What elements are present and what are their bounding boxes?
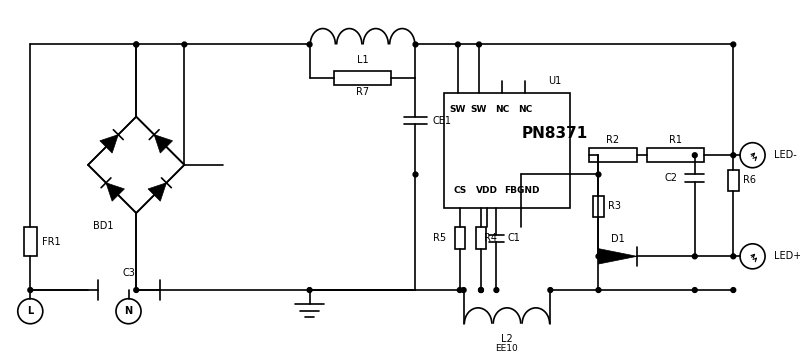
Circle shape [134, 42, 138, 47]
Bar [23, 228, 37, 256]
Polygon shape [154, 135, 173, 153]
Text: FR1: FR1 [42, 237, 61, 247]
Circle shape [731, 254, 736, 259]
Circle shape [458, 288, 462, 292]
Circle shape [692, 153, 697, 158]
Circle shape [478, 288, 483, 292]
Circle shape [731, 153, 736, 158]
Text: EE10: EE10 [496, 344, 518, 353]
Bar [476, 228, 486, 249]
Circle shape [596, 288, 601, 292]
Polygon shape [148, 183, 166, 201]
Text: CE1: CE1 [433, 116, 452, 126]
Text: R2: R2 [606, 135, 619, 145]
Bar [727, 170, 739, 191]
Polygon shape [100, 135, 118, 153]
Bar [455, 228, 465, 249]
Circle shape [134, 42, 138, 47]
Circle shape [307, 288, 312, 292]
Circle shape [596, 254, 601, 259]
Text: NC: NC [518, 105, 533, 114]
Circle shape [182, 42, 186, 47]
Text: NC: NC [495, 105, 510, 114]
Text: R5: R5 [433, 233, 446, 243]
Text: L1: L1 [357, 55, 368, 65]
Text: R7: R7 [356, 87, 369, 96]
Circle shape [478, 288, 483, 292]
Text: PN8371: PN8371 [522, 126, 588, 140]
Bar [593, 196, 604, 217]
Text: L: L [27, 306, 34, 316]
Text: LED-: LED- [774, 150, 797, 160]
Text: U1: U1 [549, 76, 562, 86]
Circle shape [731, 42, 736, 47]
Circle shape [596, 172, 601, 177]
Text: SW: SW [450, 105, 466, 114]
Circle shape [494, 288, 498, 292]
Circle shape [28, 288, 33, 292]
Text: R3: R3 [608, 201, 621, 211]
Text: D1: D1 [611, 234, 625, 244]
Circle shape [134, 288, 138, 292]
Text: R4: R4 [484, 233, 497, 243]
Circle shape [692, 288, 697, 292]
Circle shape [462, 288, 466, 292]
Polygon shape [598, 249, 637, 264]
Text: BD1: BD1 [93, 221, 114, 231]
Bar [589, 148, 637, 162]
Text: C1: C1 [508, 233, 521, 243]
Circle shape [413, 172, 418, 177]
Text: C2: C2 [665, 173, 678, 183]
Text: C3: C3 [122, 268, 135, 278]
Circle shape [548, 288, 553, 292]
Text: LED+: LED+ [774, 251, 800, 261]
Text: VDD: VDD [476, 186, 498, 195]
Circle shape [731, 288, 736, 292]
Circle shape [413, 42, 418, 47]
Polygon shape [106, 183, 124, 201]
Text: L2: L2 [501, 334, 513, 344]
Bar [334, 71, 391, 85]
Text: R6: R6 [743, 175, 756, 185]
Text: R1: R1 [669, 135, 682, 145]
Text: SW: SW [471, 105, 487, 114]
Text: N: N [125, 306, 133, 316]
Text: CS: CS [453, 186, 466, 195]
Text: FBGND: FBGND [504, 186, 539, 195]
Circle shape [307, 42, 312, 47]
Bar [646, 148, 705, 162]
Circle shape [692, 254, 697, 259]
Circle shape [477, 42, 482, 47]
Circle shape [455, 42, 460, 47]
Bar [444, 93, 570, 208]
